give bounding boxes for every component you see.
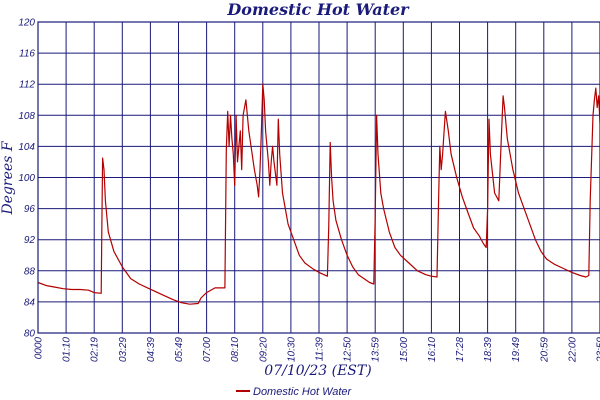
grid bbox=[37, 21, 600, 334]
x-tick-label: 12:50 bbox=[343, 337, 354, 362]
y-tick-label: 96 bbox=[24, 204, 36, 215]
x-tick-label: 13:59 bbox=[371, 337, 382, 362]
x-tick-label: 17:28 bbox=[455, 337, 466, 362]
x-tick-label: 0000 bbox=[34, 337, 45, 360]
y-tick-label: 112 bbox=[19, 80, 35, 91]
x-tick-label: 19:49 bbox=[511, 337, 522, 362]
x-tick-label: 05:49 bbox=[174, 337, 185, 362]
plot-frame bbox=[37, 21, 600, 334]
y-tick-label: 116 bbox=[19, 49, 35, 60]
x-tick-label: 08:10 bbox=[230, 337, 241, 362]
x-tick-label: 23:59 bbox=[596, 337, 600, 363]
x-tick-label: 18:39 bbox=[483, 337, 494, 362]
legend: Domestic Hot Water bbox=[236, 386, 353, 398]
y-tick-label: 108 bbox=[18, 111, 35, 122]
x-tick-label: 03:29 bbox=[118, 337, 129, 362]
y-axis-title: Degrees F bbox=[0, 140, 16, 215]
y-tick-label: 104 bbox=[18, 142, 35, 153]
chart-title: Domestic Hot Water bbox=[226, 0, 410, 19]
y-tick-label: 120 bbox=[18, 18, 35, 29]
legend-label: Domestic Hot Water bbox=[253, 386, 353, 398]
x-tick-label: 04:39 bbox=[146, 337, 157, 362]
series-layer bbox=[37, 83, 600, 305]
x-tick-label: 09:20 bbox=[258, 337, 269, 362]
y-tick-label: 88 bbox=[24, 266, 36, 277]
x-tick-label: 01:10 bbox=[62, 337, 73, 362]
series-line bbox=[37, 83, 600, 305]
x-tick-label: 02:19 bbox=[90, 337, 101, 362]
y-tick-label: 84 bbox=[24, 297, 36, 308]
x-tick-label: 15:00 bbox=[399, 337, 410, 362]
x-tick-label: 16:10 bbox=[427, 337, 438, 362]
y-tick-label: 80 bbox=[24, 329, 36, 340]
x-tick-label: 11:39 bbox=[315, 337, 326, 362]
x-tick-label: 10:30 bbox=[286, 337, 297, 362]
y-tick-label: 100 bbox=[18, 173, 35, 184]
tick-labels: 80 84 88 92 96 100 104 108 112 116 120 0000 01:10 02:… bbox=[18, 18, 600, 364]
x-tick-label: 07:00 bbox=[202, 337, 213, 362]
x-axis-title: 07/10/23 (EST) bbox=[264, 363, 371, 379]
x-tick-label: 22:00 bbox=[567, 337, 578, 363]
x-tick-label: 20:59 bbox=[539, 337, 550, 363]
y-tick-label: 92 bbox=[24, 235, 36, 246]
